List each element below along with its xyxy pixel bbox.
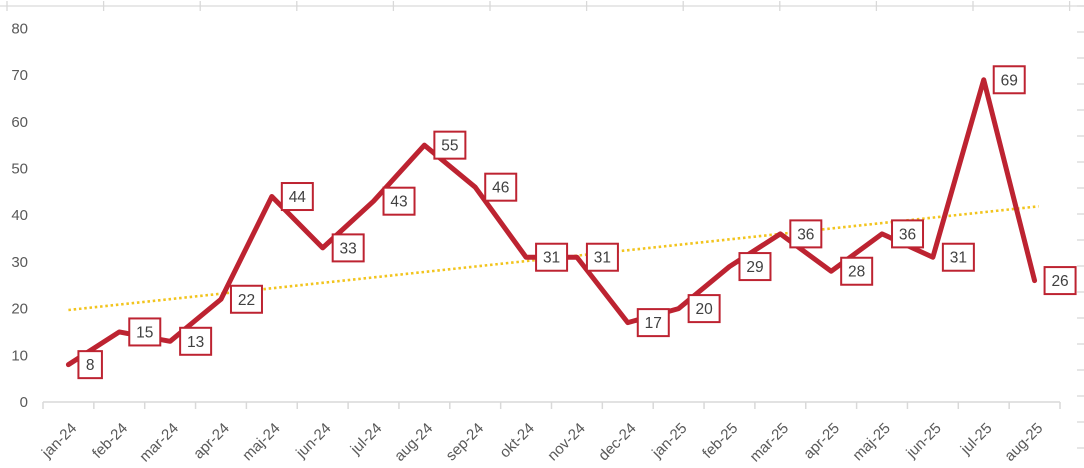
y-tick-label: 10 bbox=[11, 347, 28, 364]
data-label-value: 28 bbox=[848, 264, 865, 281]
data-label-box bbox=[1043, 266, 1077, 296]
data-label-value: 26 bbox=[1051, 273, 1068, 290]
x-tick-label: feb-24 bbox=[89, 420, 131, 462]
data-label-box bbox=[229, 284, 263, 314]
data-label-box bbox=[738, 252, 772, 282]
y-tick-label: 20 bbox=[11, 301, 28, 318]
data-label-box bbox=[331, 233, 365, 263]
data-label-value: 36 bbox=[899, 226, 916, 243]
data-label-box bbox=[535, 242, 569, 272]
data-label-value: 55 bbox=[441, 138, 458, 155]
x-tick-label: jan-25 bbox=[648, 420, 690, 462]
x-tick-label: sep-24 bbox=[443, 420, 487, 464]
data-label-box bbox=[77, 350, 103, 380]
data-label-value: 17 bbox=[645, 315, 662, 332]
x-tick-label: maj-24 bbox=[239, 420, 283, 464]
x-tick-label: mar-25 bbox=[747, 420, 793, 466]
data-label-box bbox=[280, 182, 314, 212]
data-label-value: 15 bbox=[136, 324, 153, 341]
data-label-box bbox=[433, 130, 467, 160]
data-label-value: 31 bbox=[594, 250, 611, 267]
data-label-value: 29 bbox=[746, 259, 763, 276]
data-label-box bbox=[179, 326, 213, 356]
data-label-value: 36 bbox=[797, 226, 814, 243]
data-label-value: 13 bbox=[187, 334, 204, 351]
x-tick-label: jan-24 bbox=[38, 420, 80, 462]
data-label-box bbox=[941, 242, 975, 272]
data-label-value: 44 bbox=[289, 189, 307, 206]
x-tick-label: jul-25 bbox=[957, 420, 996, 459]
data-label-box bbox=[585, 242, 619, 272]
data-label-box bbox=[891, 219, 925, 249]
x-tick-label: okt-24 bbox=[496, 420, 538, 462]
y-tick-label: 40 bbox=[11, 207, 28, 224]
x-tick-label: jun-24 bbox=[292, 420, 334, 462]
y-tick-label: 60 bbox=[11, 114, 28, 131]
data-label-box bbox=[840, 256, 874, 286]
series-line bbox=[65, 77, 1038, 368]
x-tick-label: dec-24 bbox=[595, 420, 639, 464]
data-label-box bbox=[789, 219, 823, 249]
data-label-value: 8 bbox=[86, 357, 95, 374]
y-tick-label: 30 bbox=[11, 254, 28, 271]
data-label-box bbox=[128, 317, 162, 347]
data-label-box bbox=[484, 172, 518, 202]
data-label-value: 31 bbox=[543, 250, 560, 267]
x-tick-label: aug-25 bbox=[1001, 420, 1046, 465]
x-tick-label: aug-24 bbox=[391, 420, 436, 465]
data-label-box bbox=[992, 65, 1026, 95]
x-tick-label: apr-25 bbox=[800, 420, 843, 463]
y-tick-label: 50 bbox=[11, 161, 28, 178]
data-label-value: 69 bbox=[1001, 72, 1018, 89]
data-label-value: 31 bbox=[950, 250, 967, 267]
data-label-box bbox=[687, 294, 721, 324]
x-tick-label: feb-25 bbox=[699, 420, 741, 462]
x-tick-label: nov-24 bbox=[544, 420, 588, 464]
x-tick-label: mar-24 bbox=[136, 420, 182, 466]
y-tick-label: 0 bbox=[20, 394, 28, 411]
x-tick-label: maj-25 bbox=[849, 420, 893, 464]
data-label-value: 20 bbox=[696, 301, 714, 318]
data-label-value: 46 bbox=[492, 180, 509, 197]
x-tick-label: jun-25 bbox=[902, 420, 944, 462]
data-label-box bbox=[636, 308, 670, 338]
data-label-value: 22 bbox=[238, 292, 255, 309]
y-tick-label: 70 bbox=[11, 67, 28, 84]
x-tick-label: apr-24 bbox=[190, 420, 233, 463]
x-tick-label: jul-24 bbox=[347, 420, 386, 459]
y-tick-label: 80 bbox=[11, 20, 28, 37]
data-label-box bbox=[382, 186, 416, 216]
data-label-value: 43 bbox=[390, 194, 407, 211]
data-label-value: 33 bbox=[340, 240, 357, 257]
